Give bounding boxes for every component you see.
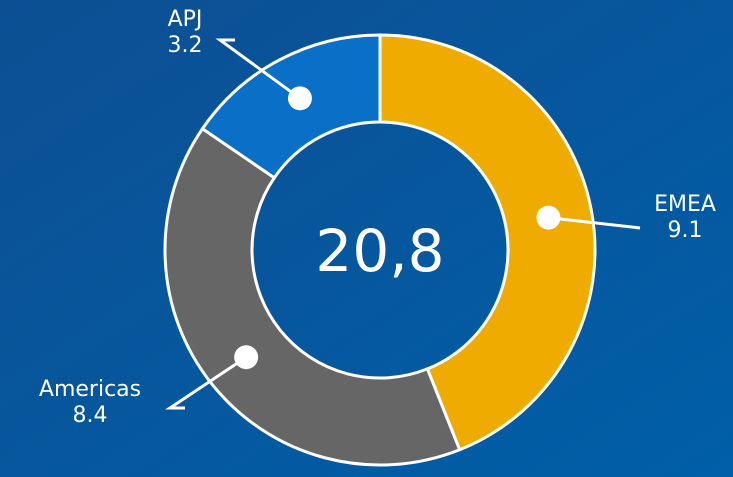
callout-line <box>548 216 641 230</box>
callout-dot <box>287 86 312 111</box>
center-label: 20,8 <box>315 217 444 285</box>
slice-value: 8.4 <box>73 403 108 428</box>
callout-line <box>215 38 301 100</box>
slice-value: 9.1 <box>668 218 703 243</box>
callout-dot <box>536 205 561 230</box>
slice-name: EMEA <box>654 192 716 217</box>
slice-name: Americas <box>39 377 141 402</box>
callout-dot <box>234 345 259 370</box>
callout-line <box>165 355 247 410</box>
slice-name: APJ <box>168 7 203 32</box>
slice <box>378 33 597 452</box>
slice <box>163 126 462 467</box>
slice-value: 3.2 <box>168 33 203 58</box>
